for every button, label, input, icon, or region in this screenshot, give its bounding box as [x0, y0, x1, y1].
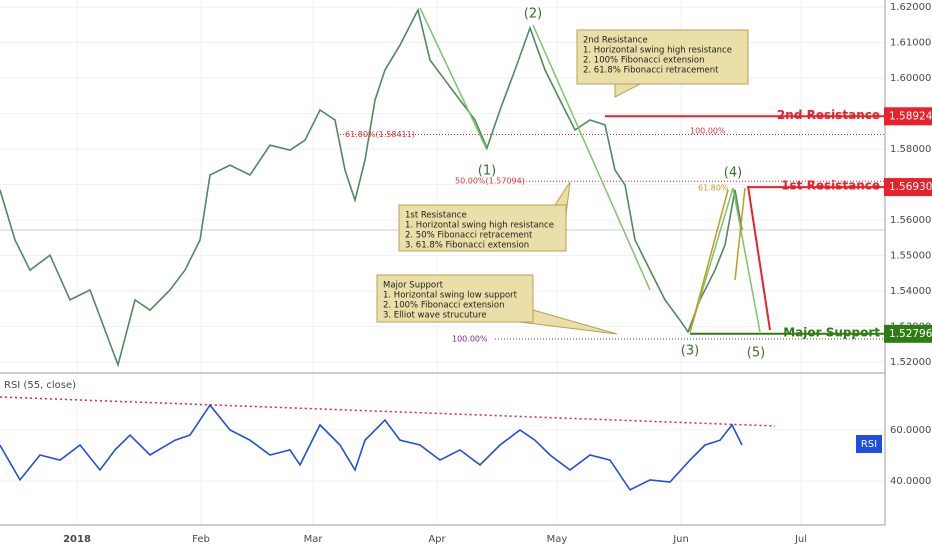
y-tick-label: 1.62000: [890, 2, 931, 13]
plot: [0, 7, 885, 491]
annotation-box: [376, 274, 534, 323]
x-tick-label: Feb: [192, 534, 210, 545]
grid: [0, 0, 885, 525]
rsi-badge-label: RSI: [861, 439, 877, 450]
annotation-title: Major Support: [383, 281, 444, 291]
rsi-title: RSI (55, close): [4, 380, 76, 391]
level-value: 1.58924: [889, 110, 932, 122]
annotation-line: 3. Elliot wave strucuture: [383, 311, 487, 321]
annotation-box: [398, 204, 567, 252]
rsi-line: [0, 403, 743, 491]
y-tick-label: 40.0000: [890, 476, 931, 487]
annotation-line: 2. 61.8% Fibonacci retracement: [583, 66, 719, 76]
annotation-title: 2nd Resistance: [583, 36, 648, 46]
rsi-trendline: [0, 396, 776, 427]
wave-label: (2): [524, 7, 542, 22]
annotation-line: 3. 61.8% Fibonacci extension: [405, 241, 529, 251]
fib-note: 100.00%: [452, 335, 488, 344]
fib-label: 50.00%(1.57094): [455, 177, 525, 186]
level-value: 1.52796: [889, 328, 932, 340]
annotation-pointer: [614, 83, 641, 98]
x-tick-label: Jul: [794, 534, 807, 545]
x-tick-label: Mar: [304, 534, 324, 545]
annotation-line: 1. Horizontal swing high resistance: [583, 46, 732, 56]
x-tick-label: Apr: [428, 534, 446, 545]
y-tick-label: 1.58000: [890, 144, 931, 155]
y-tick-label: 1.52000: [890, 357, 931, 368]
annotation-line: 2. 100% Fibonacci extension: [583, 56, 705, 66]
y-tick-label: 60.0000: [890, 425, 931, 436]
rsi-badge: [856, 435, 882, 453]
fib-label: 61.80%(1.58411): [345, 130, 415, 139]
level-value: 1.56930: [889, 181, 932, 193]
annotation-line: 2. 50% Fibonacci retracement: [405, 231, 533, 241]
x-tick-label: May: [547, 534, 568, 545]
level-name: 2nd Resistance: [777, 108, 880, 122]
wave-label: (4): [724, 166, 742, 181]
x-tick-label: Jun: [672, 534, 689, 545]
annotation-box: [576, 29, 749, 85]
annotation-line: 1. Horizontal swing low support: [383, 291, 518, 301]
price-line: [0, 7, 743, 368]
y-tick-label: 1.54000: [890, 286, 931, 297]
annotation-line: 2. 100% Fibonacci extension: [383, 301, 505, 311]
level-badge: [884, 324, 932, 343]
annotation-line: 1. Horizontal swing high resistance: [405, 221, 554, 231]
level-badge: [884, 178, 932, 197]
level-name: 1st Resistance: [781, 179, 880, 193]
y-tick-label: 1.56000: [890, 215, 931, 226]
annotation-pointer: [519, 309, 618, 335]
wave-label: (5): [747, 346, 765, 361]
y-tick-label: 1.55000: [890, 251, 931, 262]
wave-label: (1): [478, 164, 496, 179]
annotation-title: 1st Resistance: [405, 211, 467, 221]
wave-label: (3): [681, 344, 699, 359]
wave-arrows: [419, 7, 771, 333]
fib-note: 61.80%: [698, 184, 729, 193]
level-badge: [884, 107, 932, 126]
y-tick-label: 1.61000: [890, 38, 931, 49]
level-name: Major Support: [783, 325, 880, 339]
fib-note: 100.00%: [690, 127, 726, 136]
x-tick-label: 2018: [63, 534, 91, 545]
y-tick-label: 1.60000: [890, 73, 931, 84]
